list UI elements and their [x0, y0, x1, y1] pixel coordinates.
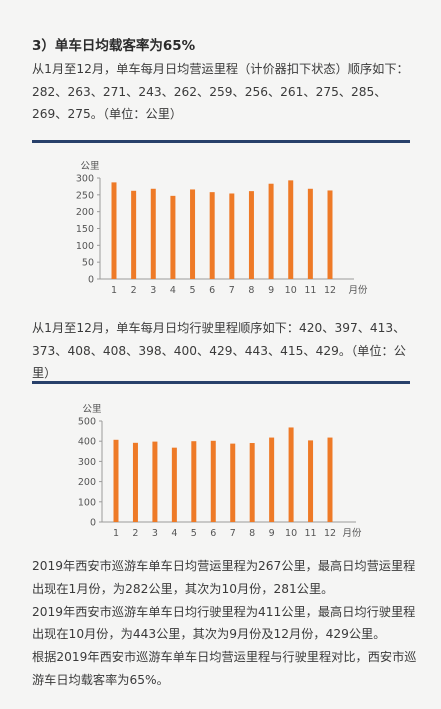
x-tick-label: 9 — [268, 285, 274, 296]
x-axis-label: 月份 — [348, 284, 368, 296]
bar — [210, 440, 216, 522]
bar — [131, 190, 137, 279]
bar — [190, 189, 196, 279]
bar — [111, 182, 117, 279]
summary-driving: 2019年西安市巡游车单车日均行驶里程为411公里，最高日均行驶里程出现在10月… — [32, 604, 416, 642]
x-tick-label: 1 — [113, 528, 119, 539]
x-tick-label: 7 — [229, 285, 235, 296]
bar — [269, 437, 275, 522]
y-tick-label: 0 — [90, 518, 96, 529]
x-tick-label: 9 — [269, 528, 275, 539]
x-tick-label: 8 — [249, 528, 255, 539]
x-tick-label: 2 — [131, 285, 137, 296]
bar — [249, 443, 255, 522]
x-tick-label: 2 — [132, 528, 138, 539]
bar — [327, 437, 333, 522]
operating-mileage-chart: 公里 0 50 100 150 200 250 300 1 2 3 4 5 6 7 8 9 10 11 12 月份 — [32, 140, 410, 305]
bar — [288, 180, 294, 279]
y-tick-label: 200 — [76, 207, 94, 218]
operating-mileage-intro: 从1月至12月，单车每月日均营运里程（计价器扣下状态）顺序如下：282、263、… — [32, 62, 409, 121]
bar — [268, 183, 274, 279]
x-tick-label: 12 — [324, 528, 336, 539]
x-axis-label: 月份 — [342, 527, 362, 539]
x-tick-label: 1 — [111, 285, 117, 296]
bar — [288, 427, 294, 522]
x-tick-label: 4 — [170, 285, 176, 296]
x-tick-label: 4 — [171, 528, 177, 539]
x-tick-label: 10 — [285, 285, 297, 296]
driving-mileage-chart: 公里 0 100 200 300 400 500 1 2 3 4 5 6 7 8 9 10 11 12 月份 — [32, 381, 410, 544]
summary-load-rate: 根据2019年西安市巡游车单车日均营运里程与行驶里程对比，西安市巡游车日均载客率… — [32, 650, 417, 687]
x-tick-label: 3 — [152, 528, 158, 539]
y-tick-label: 300 — [78, 457, 96, 468]
x-tick-label: 6 — [210, 528, 216, 539]
y-axis-label: 公里 — [80, 161, 99, 172]
y-tick-label: 150 — [76, 224, 94, 235]
y-tick-label: 0 — [88, 275, 94, 286]
summary-operating: 2019年西安市巡游车单车日均营运里程为267公里，最高日均营运里程出现在1月份… — [32, 559, 416, 596]
bar — [191, 441, 197, 522]
y-tick-label: 500 — [78, 417, 96, 428]
bar — [171, 447, 177, 522]
bar — [113, 439, 119, 522]
bar — [327, 190, 333, 279]
section-heading: 3）单车日均载客率为65% — [32, 38, 196, 54]
y-tick-label: 400 — [78, 437, 96, 448]
x-tick-label: 8 — [248, 285, 254, 296]
y-tick-label: 100 — [78, 497, 96, 508]
bar — [307, 188, 313, 279]
y-axis-label: 公里 — [82, 404, 101, 415]
bar — [170, 195, 176, 279]
bar — [308, 440, 314, 522]
x-tick-label: 11 — [304, 285, 316, 296]
x-tick-label: 5 — [191, 528, 197, 539]
bar — [248, 191, 254, 279]
y-tick-label: 100 — [76, 241, 94, 252]
bar — [229, 193, 235, 279]
x-tick-label: 7 — [230, 528, 236, 539]
x-tick-label: 5 — [190, 285, 196, 296]
y-tick-label: 200 — [78, 477, 96, 488]
summary-section: 2019年西安市巡游车单车日均营运里程为267公里，最高日均营运里程出现在1月份… — [32, 555, 417, 692]
x-tick-label: 3 — [150, 285, 156, 296]
y-tick-label: 300 — [76, 174, 94, 185]
y-tick-label: 250 — [76, 190, 94, 201]
x-tick-label: 6 — [209, 285, 215, 296]
bar — [150, 188, 156, 279]
x-tick-label: 10 — [285, 528, 297, 539]
bar — [209, 192, 215, 279]
bar — [230, 443, 236, 522]
y-tick-label: 50 — [82, 258, 94, 269]
bar — [132, 442, 138, 522]
driving-mileage-intro: 从1月至12月，单车每月日均行驶里程顺序如下：420、397、413、373、4… — [32, 321, 406, 380]
bar — [152, 441, 158, 522]
x-tick-label: 12 — [324, 285, 336, 296]
x-tick-label: 11 — [304, 528, 316, 539]
